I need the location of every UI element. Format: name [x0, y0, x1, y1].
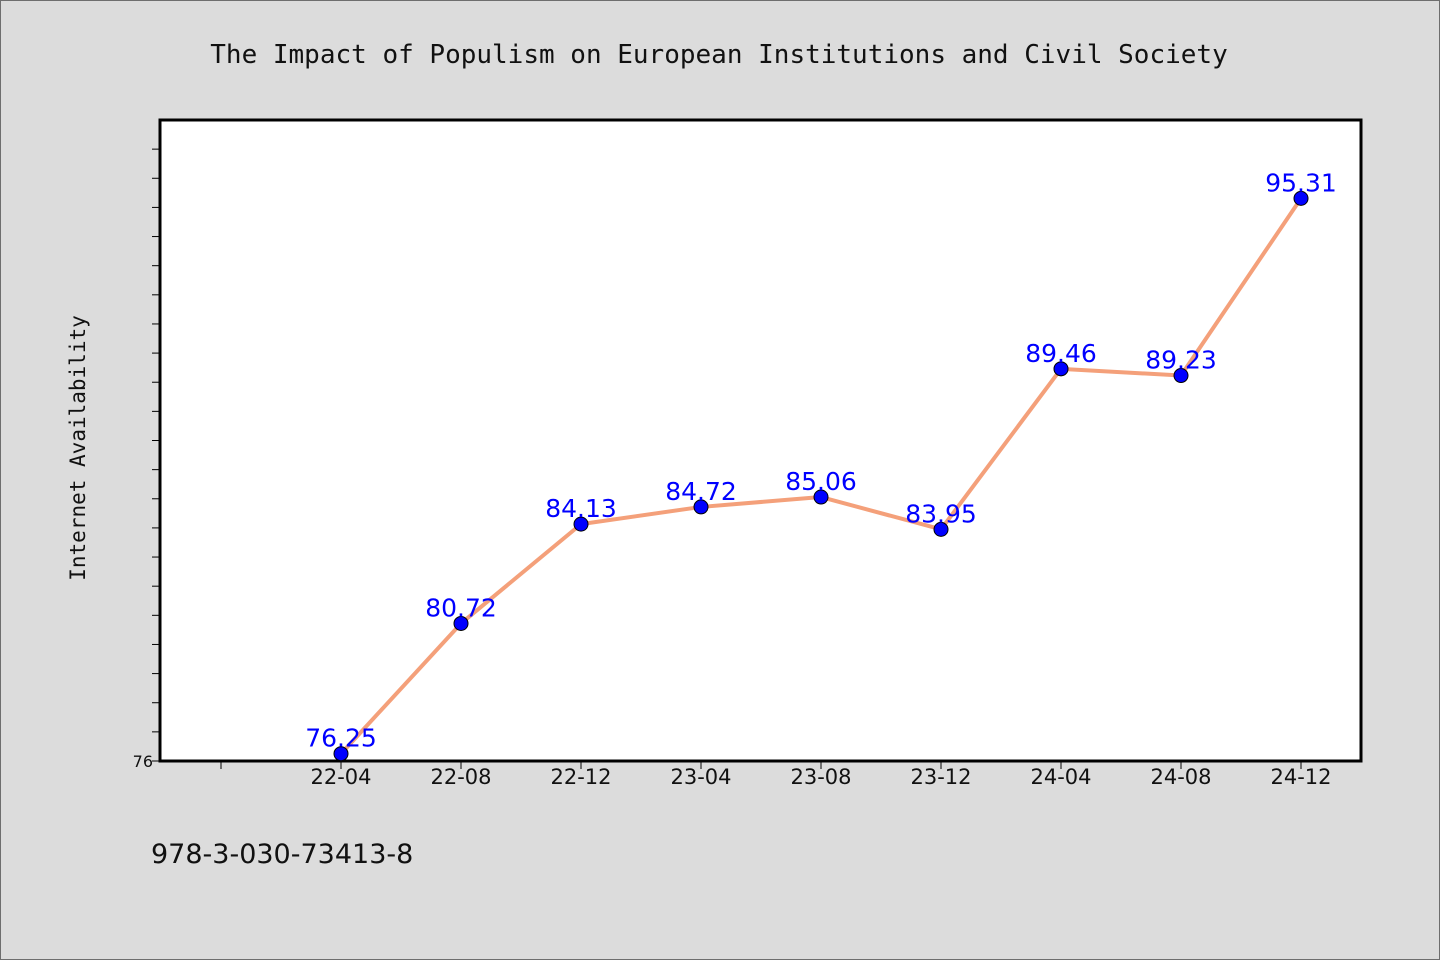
x-tick-label: 24-08: [1150, 765, 1211, 789]
data-labels: 76.25 80.72 84.13 84.72 85.06 83.95 89.46 89.23…: [305, 168, 1337, 752]
x-tick-label: 23-08: [790, 765, 851, 789]
x-tick-labels: 22-04 22-08 22-12 23-04 23-08 23-12 24-04 24-08…: [310, 765, 1331, 789]
data-point: [813, 489, 829, 505]
data-label: 85.06: [785, 467, 857, 496]
x-tick-label: 22-12: [550, 765, 611, 789]
x-tick-label: 22-08: [430, 765, 491, 789]
x-axis-ticks: [220, 761, 1302, 769]
x-tick-label: 24-12: [1270, 765, 1331, 789]
x-tick-label: 23-12: [910, 765, 971, 789]
data-point: [693, 499, 709, 515]
data-label: 84.13: [545, 494, 617, 523]
data-point: [573, 516, 589, 532]
isbn-text: 978-3-030-73413-8: [151, 839, 413, 870]
data-label: 80.72: [425, 593, 497, 622]
data-label: 83.95: [905, 499, 977, 528]
data-label: 84.72: [665, 477, 737, 506]
data-label: 76.25: [305, 724, 377, 753]
data-point: [1293, 190, 1309, 206]
chart-title: The Impact of Populism on European Insti…: [210, 40, 1227, 70]
data-point: [1053, 361, 1069, 377]
data-markers: [333, 190, 1309, 762]
data-point: [333, 746, 349, 762]
plot-area: [158, 118, 1363, 763]
data-label: 95.31: [1265, 168, 1337, 197]
data-label: 89.23: [1145, 346, 1217, 375]
data-label: 89.46: [1025, 339, 1097, 368]
y-axis-label: Internet Availability: [66, 315, 90, 581]
data-point: [453, 615, 469, 631]
data-point: [1173, 368, 1189, 384]
data-point: [933, 521, 949, 537]
x-tick-label: 23-04: [670, 765, 731, 789]
x-tick-label: 24-04: [1030, 765, 1091, 789]
y-axis-ticks: [152, 148, 160, 762]
x-tick-label: 22-04: [310, 765, 371, 789]
y-tick-label: 76: [133, 752, 153, 771]
